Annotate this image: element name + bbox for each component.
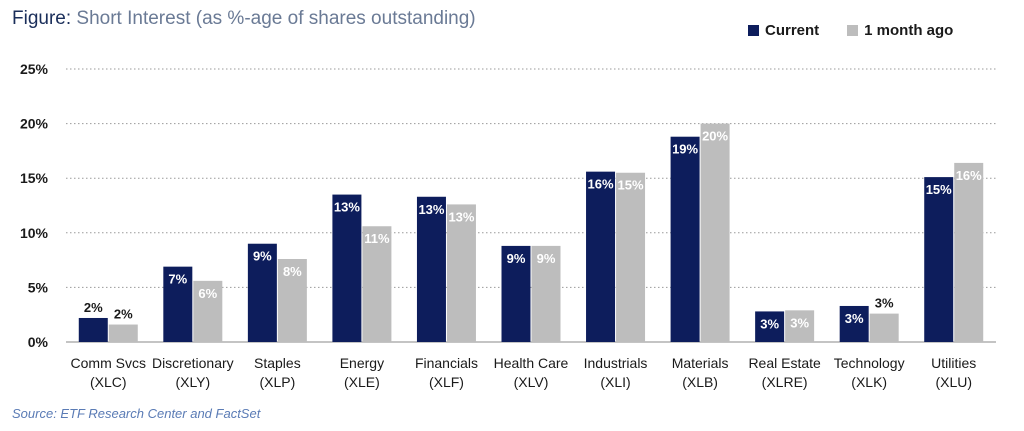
bar-current — [78, 317, 108, 342]
data-label: 9% — [507, 251, 526, 266]
x-tick-sublabel: (XLP) — [259, 374, 295, 390]
data-label: 3% — [845, 311, 864, 326]
x-tick-sublabel: (XLY) — [175, 374, 210, 390]
x-tick-sublabel: (XLB) — [682, 374, 718, 390]
data-label: 6% — [198, 286, 217, 301]
x-tick-label: Comm Svcs — [71, 355, 146, 371]
data-label: 13% — [418, 202, 444, 217]
data-label: 2% — [114, 307, 133, 322]
x-tick-label: Utilities — [931, 355, 976, 371]
legend-label-current: Current — [765, 22, 820, 39]
x-tick-sublabel: (XLRE) — [762, 374, 808, 390]
x-tick-label: Real Estate — [748, 355, 821, 371]
bar-current — [247, 243, 277, 342]
bar-current — [924, 177, 954, 342]
y-tick-label: 10% — [20, 225, 49, 241]
x-tick-label: Staples — [254, 355, 301, 371]
chart-title: Figure: Short Interest (as %-age of shar… — [12, 8, 476, 30]
bar-prior — [869, 313, 899, 342]
bar-current — [755, 311, 785, 342]
bar-prior — [954, 162, 984, 342]
y-tick-label: 5% — [28, 279, 49, 295]
data-label: 11% — [364, 231, 390, 246]
data-label: 13% — [334, 200, 360, 215]
bar-current — [586, 171, 616, 342]
data-label: 3% — [790, 315, 809, 330]
x-tick-sublabel: (XLI) — [600, 374, 630, 390]
y-tick-label: 20% — [20, 116, 49, 132]
bar-current — [416, 196, 446, 342]
bar-prior — [193, 280, 223, 342]
data-label: 15% — [926, 182, 952, 197]
data-label: 20% — [702, 129, 728, 144]
legend-item-prior: 1 month ago — [847, 22, 953, 39]
x-tick-sublabel: (XLE) — [344, 374, 380, 390]
x-tick-sublabel: (XLV) — [514, 374, 549, 390]
data-label: 19% — [672, 142, 698, 157]
data-label: 15% — [618, 178, 644, 193]
bar-current — [501, 245, 531, 342]
y-tick-label: 25% — [20, 61, 49, 77]
bar-current — [670, 136, 700, 342]
data-label: 3% — [875, 296, 894, 311]
x-tick-sublabel: (XLU) — [935, 374, 972, 390]
data-label: 3% — [760, 316, 779, 331]
bar-current — [332, 194, 362, 342]
legend-swatch-prior — [847, 25, 859, 36]
bar-prior — [616, 172, 646, 342]
x-tick-label: Financials — [415, 355, 478, 371]
data-label: 16% — [956, 168, 982, 183]
bar-current — [839, 305, 869, 342]
x-tick-label: Materials — [672, 355, 729, 371]
data-label: 9% — [253, 249, 272, 264]
legend-label-prior: 1 month ago — [864, 22, 954, 39]
legend-item-current: Current — [748, 22, 819, 39]
x-tick-sublabel: (XLC) — [90, 374, 127, 390]
y-tick-label: 15% — [20, 170, 49, 186]
source-note: Source: ETF Research Center and FactSet — [12, 406, 261, 421]
x-tick-label: Health Care — [494, 355, 569, 371]
bar-prior — [108, 324, 138, 342]
data-label: 13% — [448, 209, 474, 224]
x-tick-sublabel: (XLF) — [429, 374, 464, 390]
data-label: 16% — [588, 177, 614, 192]
x-tick-sublabel: (XLK) — [851, 374, 887, 390]
data-label: 8% — [283, 264, 302, 279]
x-tick-label: Discretionary — [152, 355, 234, 371]
bar-current — [163, 266, 193, 342]
bar-prior — [785, 310, 815, 342]
x-tick-label: Industrials — [584, 355, 648, 371]
legend: Current 1 month ago — [748, 22, 981, 39]
title-text: Short Interest (as %-age of shares outst… — [71, 8, 476, 29]
bar-prior — [700, 123, 730, 342]
bar-prior — [277, 259, 307, 342]
data-label: 7% — [168, 272, 187, 287]
data-label: 2% — [84, 300, 103, 315]
data-label: 9% — [537, 251, 556, 266]
title-prefix: Figure: — [12, 8, 72, 29]
bar-prior — [531, 245, 561, 342]
bar-prior — [362, 226, 392, 342]
legend-swatch-current — [748, 25, 759, 36]
bar-prior — [446, 204, 476, 342]
y-tick-label: 0% — [28, 334, 49, 350]
x-tick-label: Technology — [834, 355, 905, 371]
x-tick-label: Energy — [340, 355, 384, 371]
